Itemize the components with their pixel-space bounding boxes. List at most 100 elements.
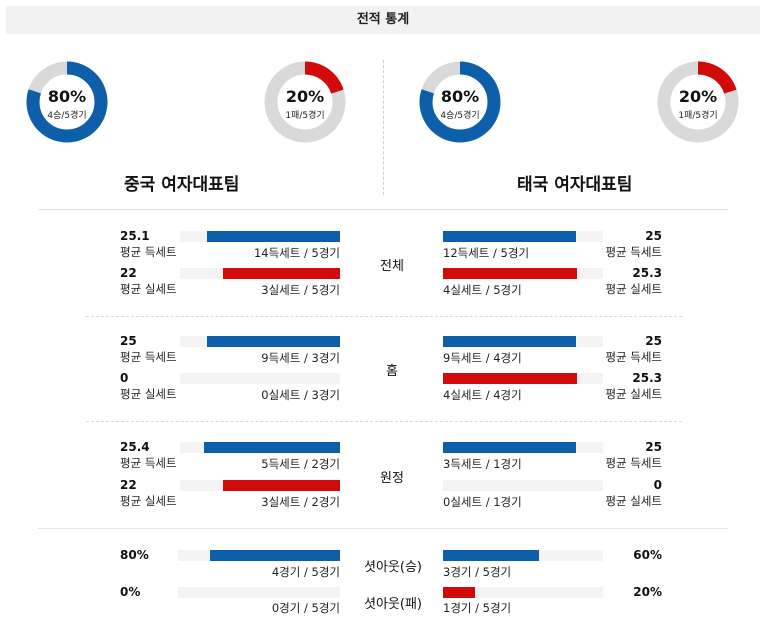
left-lost-track [180, 480, 340, 491]
left-score-label: 평균 득세트 [120, 350, 177, 364]
left-score-sub: 9득세트 / 3경기 [261, 351, 340, 365]
donut-ring [26, 61, 108, 143]
donut-ring [419, 61, 501, 143]
left-score-bar [207, 231, 340, 242]
donut-sub: 1패/5경기 [285, 111, 325, 121]
right-shutout-loss-value: 20% [633, 585, 662, 599]
right-lost-sub: 4실세트 / 4경기 [443, 388, 522, 402]
section-label-total: 전체 [380, 259, 404, 274]
donut-pct: 20% [678, 87, 718, 106]
left-lost-sub: 3실세트 / 2경기 [261, 495, 340, 509]
team-name-left: 중국 여자대표팀 [124, 175, 240, 195]
left-lost-sub: 0실세트 / 3경기 [261, 388, 340, 402]
donut-arc [26, 61, 108, 143]
right-score-track [443, 336, 603, 347]
right-score-label: 평균 득세트 [605, 350, 662, 364]
right-shutout-win-bar [443, 550, 539, 561]
left-shutout-win-bar [210, 550, 340, 561]
team-name-right: 태국 여자대표팀 [517, 175, 633, 195]
left-score-label: 평균 득세트 [120, 456, 177, 470]
left-lost-bar [223, 480, 340, 491]
donut-pct: 20% [285, 87, 325, 106]
left-score-sub: 14득세트 / 5경기 [253, 246, 340, 260]
right-score-sub: 3득세트 / 1경기 [443, 457, 522, 471]
left-lost-track [180, 268, 340, 279]
section-label-away: 원정 [380, 471, 404, 486]
right-score-sub: 12득세트 / 5경기 [443, 246, 530, 260]
right-score-sub: 9득세트 / 4경기 [443, 351, 522, 365]
left-lost-value: 0 [120, 371, 129, 385]
right-score-value: 25 [645, 440, 662, 454]
right-score-track [443, 442, 603, 453]
right-score-bar [443, 336, 576, 347]
divider-dashed [86, 316, 682, 317]
donut-arc [264, 61, 346, 143]
right-shutout-win-sub: 3경기 / 5경기 [443, 565, 512, 579]
right-score-bar [443, 231, 576, 242]
vertical-divider [383, 60, 384, 195]
left-score-track [180, 231, 340, 242]
left-score-value: 25 [120, 334, 137, 348]
donut-ring [264, 61, 346, 143]
divider-dashed [86, 421, 682, 422]
shutout-loss-label: 셧아웃(패) [364, 597, 422, 612]
left-shutout-win-value: 80% [120, 548, 149, 562]
right-score-label: 평균 득세트 [605, 456, 662, 470]
right-lost-track [443, 480, 603, 491]
right-score-label: 평균 득세트 [605, 245, 662, 259]
left-lost-bar [223, 268, 340, 279]
right-lost-label: 평균 실세트 [605, 387, 662, 401]
left-shutout-loss-sub: 0경기 / 5경기 [271, 601, 340, 615]
left-shutout-win-track [178, 550, 340, 561]
donut-pct: 80% [440, 87, 480, 106]
donut-ring [657, 61, 739, 143]
left-score-value: 25.4 [120, 440, 150, 454]
donut-left-loss: 20% 1패/5경기 [263, 60, 347, 144]
donut-right-win: 80% 4승/5경기 [418, 60, 502, 144]
left-shutout-win-sub: 4경기 / 5경기 [271, 565, 340, 579]
donut-left-win: 80% 4승/5경기 [25, 60, 109, 144]
right-lost-track [443, 268, 603, 279]
section-label-home: 홈 [386, 364, 398, 379]
right-score-value: 25 [645, 229, 662, 243]
left-shutout-loss-track [178, 587, 340, 598]
donut-arc [657, 61, 739, 143]
donut-sub: 4승/5경기 [440, 111, 480, 121]
divider-top [38, 209, 728, 210]
right-lost-sub: 4실세트 / 5경기 [443, 283, 522, 297]
section-title: 전적 통계 [6, 6, 760, 34]
left-score-value: 25.1 [120, 229, 150, 243]
donut-sub: 4승/5경기 [47, 111, 87, 121]
left-lost-value: 22 [120, 478, 137, 492]
right-lost-bar [443, 268, 578, 279]
donut-arc [419, 61, 501, 143]
donut-sub: 1패/5경기 [678, 111, 718, 121]
shutout-win-label: 셧아웃(승) [364, 560, 422, 575]
divider-bottom [38, 528, 728, 529]
donut-pct: 80% [47, 87, 87, 106]
left-lost-sub: 3실세트 / 5경기 [261, 283, 340, 297]
right-lost-track [443, 373, 603, 384]
left-lost-label: 평균 실세트 [120, 494, 177, 508]
right-lost-label: 평균 실세트 [605, 282, 662, 296]
right-lost-value: 25.3 [632, 371, 662, 385]
right-score-track [443, 231, 603, 242]
right-lost-value: 25.3 [632, 266, 662, 280]
right-shutout-loss-sub: 1경기 / 5경기 [443, 601, 512, 615]
left-score-track [180, 442, 340, 453]
left-lost-label: 평균 실세트 [120, 387, 177, 401]
left-lost-track [180, 373, 340, 384]
left-score-sub: 5득세트 / 2경기 [261, 457, 340, 471]
right-lost-label: 평균 실세트 [605, 494, 662, 508]
left-score-bar [204, 442, 340, 453]
right-lost-sub: 0실세트 / 1경기 [443, 495, 522, 509]
right-lost-value: 0 [653, 478, 662, 492]
left-lost-label: 평균 실세트 [120, 282, 177, 296]
right-score-bar [443, 442, 576, 453]
right-shutout-loss-bar [443, 587, 475, 598]
right-shutout-win-value: 60% [633, 548, 662, 562]
left-score-track [180, 336, 340, 347]
right-lost-bar [443, 373, 578, 384]
left-score-label: 평균 득세트 [120, 245, 177, 259]
right-shutout-win-track [443, 550, 603, 561]
